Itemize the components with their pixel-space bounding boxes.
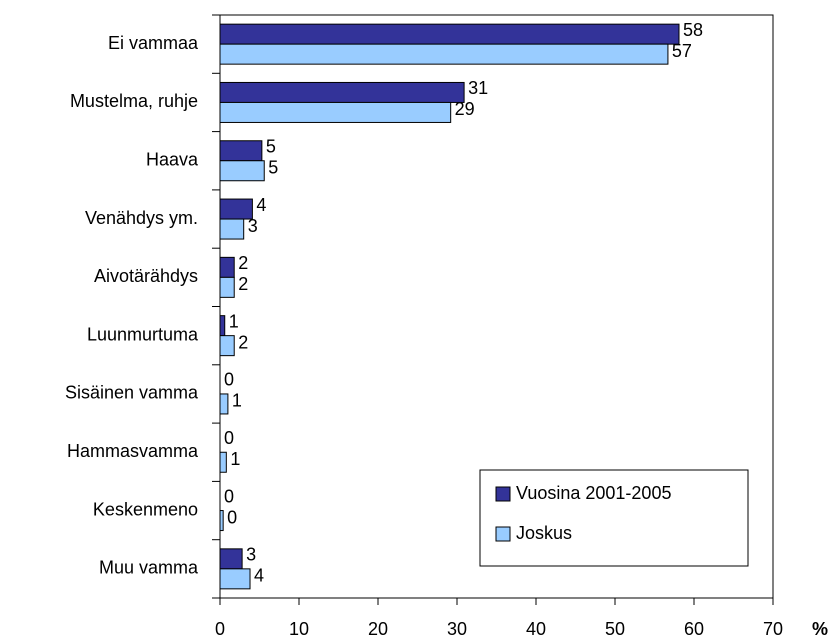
bar (219, 43, 669, 65)
data-label: 5 (268, 158, 278, 178)
x-axis-label: % (812, 619, 828, 637)
y-tick-label: Luunmurtuma (87, 324, 199, 344)
bar (219, 548, 243, 570)
bar (219, 315, 226, 337)
y-tick-label: Ei vammaa (108, 33, 199, 53)
bar (219, 510, 224, 532)
data-label: 2 (238, 253, 248, 273)
x-tick-label: 70 (763, 619, 783, 637)
bar (219, 451, 227, 473)
bar (219, 160, 265, 182)
y-tick-label: Haava (146, 150, 199, 170)
bar (219, 276, 235, 298)
data-label: 1 (229, 311, 239, 331)
x-tick-label: 30 (447, 619, 467, 637)
y-tick-label: Muu vamma (99, 558, 199, 578)
y-tick-label: Sisäinen vamma (65, 383, 199, 403)
data-label: 3 (248, 216, 258, 236)
legend-swatch (495, 486, 511, 502)
data-label: 58 (683, 20, 703, 40)
bar (219, 393, 229, 415)
x-tick-label: 20 (368, 619, 388, 637)
bar (219, 218, 245, 240)
data-label: 2 (238, 274, 248, 294)
legend-label: Vuosina 2001-2005 (516, 483, 671, 503)
x-tick-label: 10 (289, 619, 309, 637)
bar (219, 101, 452, 123)
data-label: 4 (254, 566, 264, 586)
data-label: 0 (227, 507, 237, 527)
y-tick-label: Aivotärähdys (94, 266, 198, 286)
bar (219, 23, 680, 45)
y-tick-label: Venähdys ym. (85, 208, 198, 228)
bar (219, 335, 235, 357)
bar (219, 568, 251, 590)
data-label: 3 (246, 545, 256, 565)
legend-label: Joskus (516, 523, 572, 543)
legend-swatch (495, 526, 511, 542)
y-tick-label: Hammasvamma (67, 441, 199, 461)
data-label: 1 (230, 449, 240, 469)
data-label: 2 (238, 332, 248, 352)
data-label: 29 (455, 99, 475, 119)
data-label: 4 (256, 195, 266, 215)
bar (219, 81, 465, 103)
legend-box (479, 469, 749, 567)
bar (219, 256, 235, 278)
data-label: 57 (672, 41, 692, 61)
data-label: 1 (232, 391, 242, 411)
data-label: 31 (468, 78, 488, 98)
bar (219, 140, 263, 162)
y-tick-label: Mustelma, ruhje (70, 91, 198, 111)
data-label: 0 (224, 370, 234, 390)
x-tick-label: 40 (526, 619, 546, 637)
data-label: 0 (224, 486, 234, 506)
x-tick-label: 50 (605, 619, 625, 637)
y-tick-label: Keskenmeno (93, 499, 198, 519)
data-label: 0 (224, 428, 234, 448)
x-tick-label: 0 (215, 619, 225, 637)
x-tick-label: 60 (684, 619, 704, 637)
data-label: 5 (266, 137, 276, 157)
